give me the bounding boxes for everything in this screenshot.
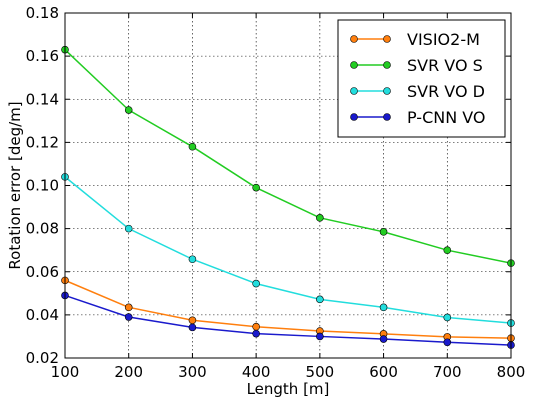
data-point — [252, 322, 260, 331]
data-point — [188, 316, 197, 325]
legend-marker — [383, 61, 391, 69]
legend-marker — [350, 87, 358, 95]
legend-item: SVR VO D — [350, 82, 485, 101]
legend-marker — [350, 113, 358, 121]
series-line — [64, 49, 512, 264]
legend-item: VISIO2-M — [350, 30, 480, 49]
data-point — [124, 313, 133, 321]
x-tick-label: 600 — [369, 363, 398, 381]
data-point — [443, 313, 452, 322]
y-tick-label: 0.12 — [26, 133, 59, 151]
series-line — [64, 176, 512, 324]
y-axis-label: Rotation error [deg/m] — [6, 101, 24, 269]
legend-label: P-CNN VO — [407, 108, 486, 127]
legend: VISIO2-M SVR VO S SVR VO D P-CNN VO — [337, 19, 506, 138]
x-tick-label: 700 — [433, 363, 462, 381]
data-point — [379, 303, 388, 312]
legend-marker — [383, 35, 391, 43]
series-layer — [61, 45, 515, 349]
data-point — [124, 303, 133, 312]
data-point — [379, 335, 388, 343]
legend-label: SVR VO S — [407, 56, 483, 75]
legend-marker — [383, 87, 391, 95]
legend-label: VISIO2-M — [407, 30, 480, 49]
y-tick-label: 0.18 — [26, 4, 59, 22]
x-tick-label: 100 — [51, 363, 80, 381]
ticks: 100 200 300 400 500 600 700 800 0.02 0.04 0.06 0.08… — [26, 4, 526, 381]
data-point — [252, 329, 260, 338]
series-line — [64, 279, 512, 339]
data-point — [188, 255, 197, 264]
x-tick-label: 500 — [306, 363, 335, 381]
series-svr-vo-s — [61, 45, 515, 267]
legend-label: SVR VO D — [407, 82, 485, 101]
legend-marker — [350, 35, 358, 43]
y-tick-label: 0.16 — [26, 47, 59, 65]
x-tick-label: 400 — [242, 363, 271, 381]
data-point — [316, 332, 324, 341]
x-tick-label: 200 — [114, 363, 143, 381]
y-tick-label: 0.08 — [26, 220, 59, 238]
y-tick-label: 0.10 — [26, 177, 59, 195]
y-tick-label: 0.06 — [26, 263, 59, 281]
series-svr-vo-d — [61, 173, 515, 327]
y-tick-label: 0.04 — [26, 306, 59, 324]
series-visio2-m — [61, 276, 515, 342]
series-p-cnn-vo — [61, 291, 515, 349]
data-point — [252, 183, 260, 192]
data-point — [379, 228, 388, 236]
data-point — [316, 214, 324, 222]
data-point — [443, 338, 452, 347]
data-point — [124, 224, 133, 233]
data-point — [188, 323, 197, 332]
legend-marker — [383, 113, 391, 121]
legend-item: SVR VO S — [350, 56, 483, 75]
y-tick-label: 0.14 — [26, 90, 59, 108]
data-point — [252, 279, 260, 288]
legend-marker — [350, 61, 358, 69]
legend-item: P-CNN VO — [350, 108, 486, 127]
series-line — [64, 294, 512, 346]
y-tick-label: 0.02 — [26, 349, 59, 367]
data-point — [316, 295, 324, 304]
data-point — [124, 106, 133, 114]
x-axis-label: Length [m] — [247, 380, 330, 398]
x-tick-label: 300 — [178, 363, 207, 381]
data-point — [443, 246, 452, 254]
data-point — [188, 142, 197, 151]
x-tick-label: 800 — [497, 363, 526, 381]
